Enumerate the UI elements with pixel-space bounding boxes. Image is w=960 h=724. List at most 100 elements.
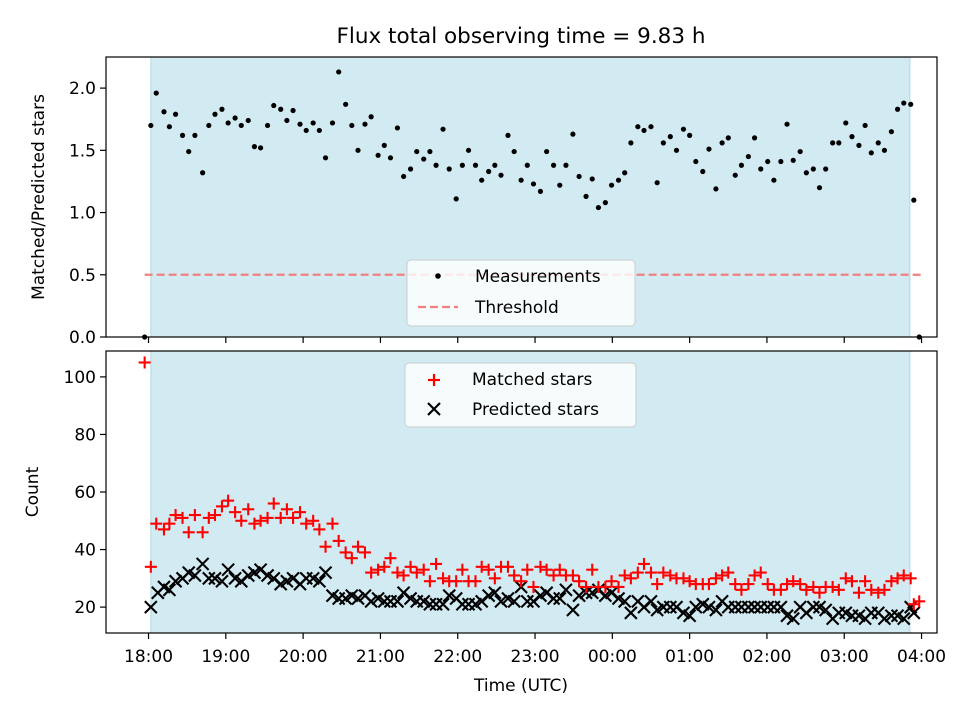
top-ylabel: Matched/Predicted stars xyxy=(29,94,49,300)
matched-stars-point xyxy=(774,583,787,596)
x-axis-label: Time (UTC) xyxy=(473,676,568,696)
bottom-xtick-label: 19:00 xyxy=(201,647,250,667)
matched-stars-point xyxy=(913,595,926,608)
measurement-point xyxy=(725,135,731,141)
predicted-stars-point xyxy=(455,597,470,611)
matched-stars-point xyxy=(813,586,826,599)
matched-stars-point xyxy=(261,511,274,524)
measurement-point xyxy=(687,132,693,138)
bottom-xtick-label: 04:00 xyxy=(897,647,946,667)
matched-stars-point xyxy=(202,511,215,524)
measurement-point xyxy=(225,120,231,126)
measurement-point xyxy=(751,135,758,141)
measurement-point xyxy=(284,117,290,124)
predicted-stars-point xyxy=(144,600,158,614)
measurement-point xyxy=(823,166,829,172)
matched-stars-point xyxy=(352,540,365,553)
predicted-stars-point xyxy=(689,600,703,614)
legend-matched-label: Matched stars xyxy=(472,370,592,390)
matched-stars-point xyxy=(157,523,170,536)
matched-stars-point xyxy=(138,356,151,369)
top-panel: 0.00.51.01.52.0 Matched/Predicted stars … xyxy=(29,56,938,348)
measurement-point xyxy=(343,101,349,107)
matched-stars-point xyxy=(580,580,593,593)
matched-stars-point xyxy=(735,583,748,596)
measurement-point xyxy=(673,147,680,153)
measurement-point xyxy=(868,150,874,156)
matched-stars-point xyxy=(254,514,267,527)
matched-stars-point xyxy=(196,526,209,539)
measurement-point xyxy=(303,127,309,134)
matched-stars-point xyxy=(326,517,339,530)
predicted-stars-point xyxy=(208,571,222,586)
bottom-xtick-label: 03:00 xyxy=(820,647,869,667)
measurement-point xyxy=(654,180,660,186)
measurement-point xyxy=(615,177,622,183)
measurement-point xyxy=(875,140,881,146)
measurement-point xyxy=(433,162,439,168)
measurement-point xyxy=(563,162,569,168)
matched-stars-point xyxy=(644,566,657,579)
matched-stars-point xyxy=(482,563,495,576)
predicted-stars-point xyxy=(702,600,716,614)
predicted-stars-point xyxy=(806,600,821,614)
measurement-point xyxy=(660,140,666,146)
matched-stars-point xyxy=(677,572,690,585)
matched-stars-point xyxy=(852,586,865,599)
predicted-stars-point xyxy=(520,594,535,609)
top-ytick-label: 1.5 xyxy=(69,141,96,161)
measurement-point xyxy=(856,142,862,148)
measurement-point xyxy=(472,162,479,168)
measurement-point xyxy=(628,140,634,146)
matched-stars-point xyxy=(878,583,891,596)
predicted-stars-point xyxy=(617,594,632,609)
matched-stars-point xyxy=(332,534,345,547)
predicted-stars-point xyxy=(682,608,697,623)
predicted-stars-point xyxy=(884,608,899,623)
measurement-point xyxy=(816,185,823,191)
measurement-point xyxy=(537,188,544,194)
matched-stars-point xyxy=(891,572,904,585)
measurement-point xyxy=(153,90,159,96)
measurement-point xyxy=(166,124,172,130)
measurement-point xyxy=(849,134,855,140)
matched-stars-point xyxy=(430,557,443,570)
matched-stars-point xyxy=(729,578,742,591)
matched-stars-point xyxy=(300,517,313,530)
matched-stars-point xyxy=(169,509,182,522)
matched-stars-point xyxy=(469,575,482,588)
matched-stars-point xyxy=(242,503,255,516)
measurement-point xyxy=(459,162,465,168)
matched-stars-point xyxy=(605,575,618,588)
predicted-stars-point xyxy=(442,588,456,603)
measurement-point xyxy=(362,121,368,127)
matched-stars-point xyxy=(547,569,560,582)
predicted-stars-point xyxy=(390,594,405,609)
matched-stars-point xyxy=(410,566,423,579)
measurement-point xyxy=(258,145,264,151)
measurement-point xyxy=(179,132,186,138)
measurement-point xyxy=(608,182,615,188)
matched-stars-point xyxy=(754,566,767,579)
measurement-point xyxy=(172,111,179,117)
matched-stars-point xyxy=(624,572,637,585)
matched-stars-point xyxy=(501,560,514,573)
measurement-point xyxy=(368,114,374,120)
bottom-xtick-label: 21:00 xyxy=(356,647,405,667)
predicted-stars-point xyxy=(188,568,202,583)
measurement-point xyxy=(479,177,485,183)
matched-stars-point xyxy=(702,578,715,591)
bottom-ytick-label: 80 xyxy=(74,425,96,445)
measurement-point xyxy=(732,172,738,178)
legend-matched-marker xyxy=(428,374,440,386)
measurement-point xyxy=(200,170,206,176)
predicted-stars-point xyxy=(663,600,678,614)
predicted-stars-point xyxy=(709,603,723,617)
predicted-stars-point xyxy=(364,594,378,609)
measurement-point xyxy=(719,140,725,146)
measurement-point xyxy=(148,122,154,129)
matched-stars-point xyxy=(391,566,404,579)
measurement-point xyxy=(238,122,244,129)
legend-predicted-marker xyxy=(427,402,441,416)
measurement-point xyxy=(518,177,524,183)
